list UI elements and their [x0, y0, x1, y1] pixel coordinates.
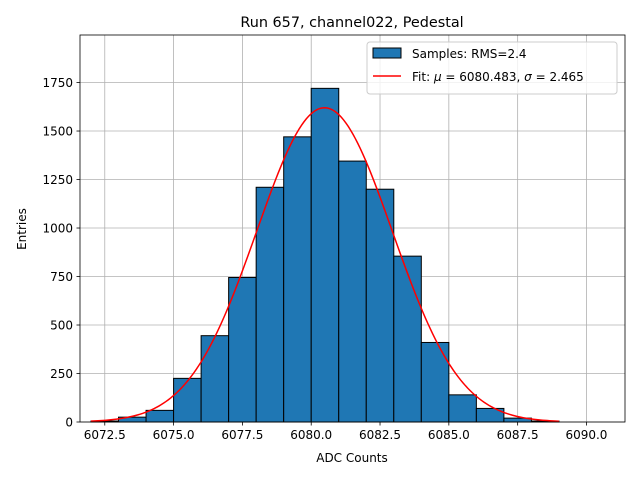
legend-fit-sigma-symbol: σ	[524, 70, 532, 84]
x-tick-label: 6087.5	[497, 428, 539, 442]
histogram-bar	[145, 409, 175, 423]
chart-title: Run 657, channel022, Pedestal	[240, 15, 463, 31]
histogram-bar	[283, 136, 312, 423]
legend-fit-suffix: = 2.465	[532, 70, 584, 84]
histogram-bar	[448, 394, 477, 423]
histogram-bar	[200, 335, 230, 423]
legend-fit-label: Fit: μ = 6080.483, σ = 2.465	[412, 70, 584, 84]
gaussian-fit-curve	[90, 106, 559, 422]
x-tick-label: 6072.5	[84, 428, 126, 442]
legend-samples-label: Samples: RMS=2.4	[412, 47, 527, 61]
y-tick-label: 750	[50, 270, 73, 284]
x-tick-label: 6090.0	[565, 428, 607, 442]
legend-box	[366, 41, 618, 95]
histogram-bar	[338, 160, 367, 423]
legend: Samples: RMS=2.4 Fit: μ = 6080.483, σ = …	[366, 41, 618, 95]
y-axis-ticks: 0 250 500 750 1000 1250 1500 1750	[42, 76, 80, 429]
y-axis-label: Entries	[15, 208, 29, 250]
histogram-bar	[255, 186, 285, 423]
x-tick-label: 6077.5	[221, 428, 263, 442]
histogram-bar	[393, 255, 422, 423]
y-tick-label: 1000	[42, 221, 73, 235]
x-tick-label: 6082.5	[359, 428, 401, 442]
histogram-bar	[173, 377, 202, 423]
histogram-bar	[310, 87, 340, 423]
x-axis-ticks: 6072.5 6075.0 6077.5 6080.0 6082.5 6085.0 6087…	[84, 422, 607, 442]
histogram-bar	[420, 341, 450, 423]
legend-samples-swatch	[372, 47, 402, 59]
plot-area-frame	[79, 34, 626, 423]
y-tick-label: 500	[50, 318, 73, 332]
legend-fit-middle: = 6080.483,	[442, 70, 525, 84]
x-tick-label: 6075.0	[153, 428, 195, 442]
x-axis-label: ADC Counts	[316, 451, 388, 465]
histogram-bar	[365, 188, 395, 423]
y-tick-label: 1500	[42, 124, 73, 138]
x-tick-label: 6080.0	[290, 428, 332, 442]
y-tick-label: 1250	[42, 173, 73, 187]
y-tick-label: 250	[50, 367, 73, 381]
histogram-bars	[90, 87, 560, 423]
y-tick-label: 0	[65, 415, 73, 429]
legend-fit-mu-symbol: μ	[433, 70, 442, 84]
legend-fit-prefix: Fit:	[412, 70, 434, 84]
y-tick-label: 1750	[42, 76, 73, 90]
x-tick-label: 6085.0	[428, 428, 470, 442]
histogram-bar	[228, 276, 257, 423]
